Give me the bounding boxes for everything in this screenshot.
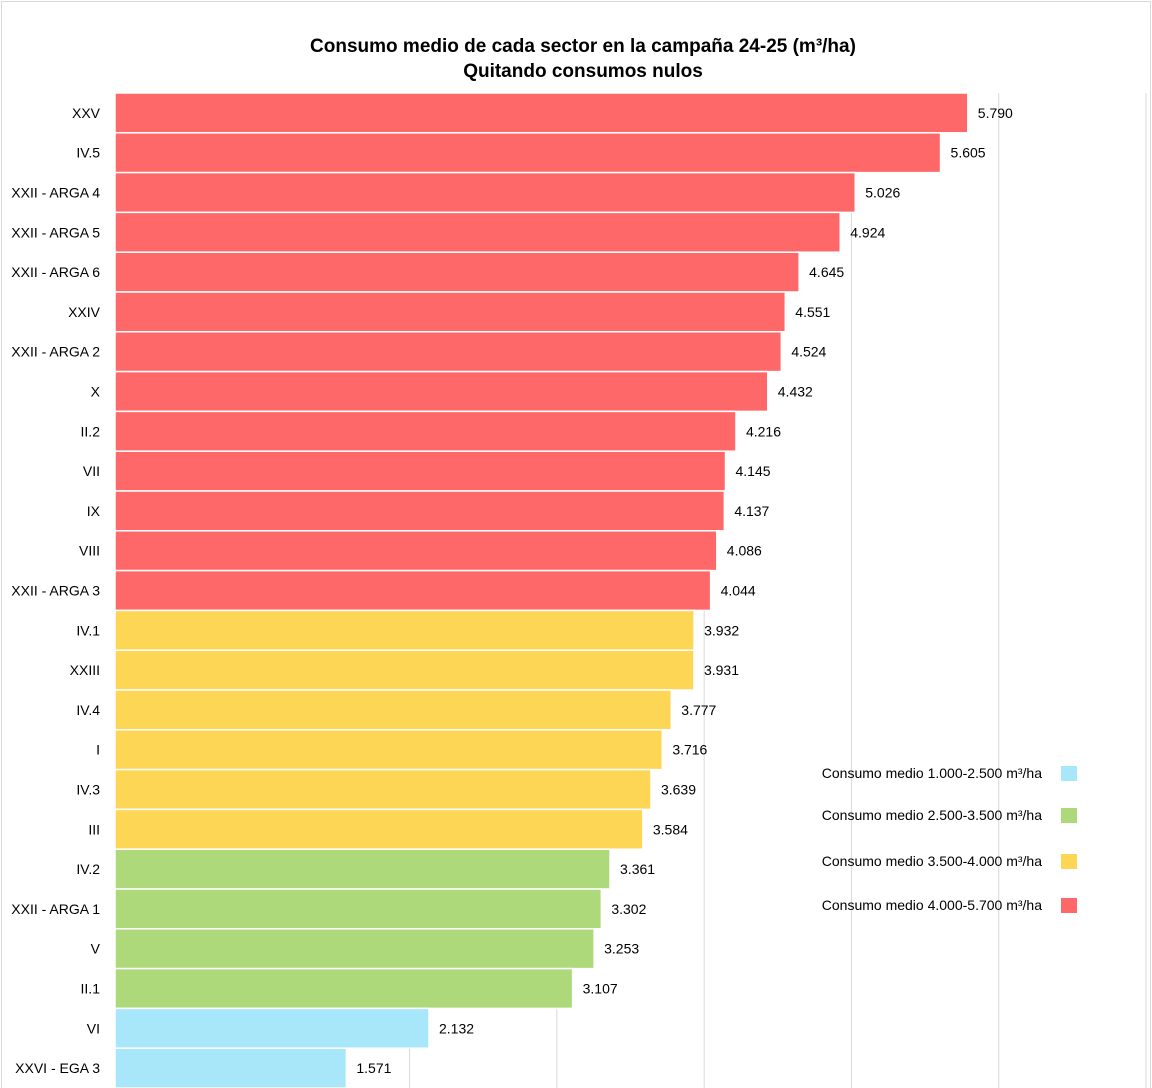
category-label: XXII - ARGA 2 — [11, 344, 100, 360]
bar — [114, 967, 574, 1010]
data-label: 3.361 — [620, 861, 655, 877]
category-label: IV.5 — [76, 145, 100, 161]
data-label: 3.716 — [672, 742, 707, 758]
chart-title: Consumo medio de cada sector en la campa… — [310, 36, 856, 57]
bar — [114, 768, 652, 811]
category-label: V — [91, 941, 101, 957]
category-label: XXIV — [68, 304, 101, 320]
data-label: 4.551 — [795, 304, 830, 320]
bar — [114, 370, 769, 413]
bar — [114, 569, 712, 612]
bar — [114, 132, 942, 174]
category-label: III — [88, 821, 100, 837]
category-label: IV.2 — [76, 861, 100, 877]
category-label: X — [91, 384, 101, 400]
data-label: 3.777 — [681, 702, 716, 718]
category-label: IV.1 — [76, 622, 100, 638]
bar — [114, 171, 857, 214]
category-label: XXV — [72, 105, 101, 121]
data-label: 4.924 — [850, 224, 885, 240]
data-label: 5.026 — [865, 185, 900, 201]
data-label: 4.145 — [735, 463, 770, 479]
legend-swatch — [1061, 766, 1077, 781]
bar — [114, 729, 664, 771]
data-label: 3.107 — [583, 981, 618, 997]
data-label: 5.605 — [951, 145, 986, 161]
bar — [114, 1047, 348, 1088]
legend-swatch — [1061, 854, 1077, 869]
legend-label: Consumo medio 4.000-5.700 m³/ha — [822, 897, 1042, 913]
bar — [114, 649, 695, 691]
bar — [114, 251, 800, 293]
category-label: II.2 — [81, 423, 101, 439]
bar — [114, 410, 737, 452]
category-label: VIII — [79, 543, 100, 559]
data-label: 4.216 — [746, 423, 781, 439]
legend-label: Consumo medio 1.000-2.500 m³/ha — [822, 765, 1042, 781]
data-label: 5.790 — [978, 105, 1013, 121]
bar — [114, 689, 673, 731]
category-label: I — [96, 742, 100, 758]
bar — [114, 848, 611, 890]
bar — [114, 530, 718, 572]
category-label: IV.4 — [76, 702, 100, 718]
data-label: 4.432 — [778, 384, 813, 400]
bar — [114, 92, 969, 134]
data-label: 4.137 — [734, 503, 769, 519]
bar — [114, 450, 727, 492]
category-label: XXIII — [70, 662, 100, 678]
bar — [114, 490, 726, 532]
data-label: 3.253 — [604, 941, 639, 957]
data-labels: 5.790 5.605 5.026 4.924 4.645 4.551 4.524 4.432… — [356, 105, 1013, 1076]
category-label: VI — [87, 1020, 100, 1036]
bar — [114, 609, 695, 651]
category-label: XXII - ARGA 6 — [11, 264, 100, 280]
category-label: XXII - ARGA 1 — [11, 901, 100, 917]
category-label: II.1 — [81, 981, 101, 997]
legend-label: Consumo medio 3.500-4.000 m³/ha — [822, 853, 1042, 869]
data-label: 2.132 — [439, 1020, 474, 1036]
bar — [114, 291, 787, 333]
data-label: 3.302 — [611, 901, 646, 917]
category-label: IX — [87, 503, 101, 519]
category-label: IV.3 — [76, 782, 100, 798]
legend-swatch — [1061, 898, 1077, 913]
data-label: 4.086 — [727, 543, 762, 559]
category-labels: XXV IV.5 XXII - ARGA 4 XXII - ARGA 5 XXII - … — [11, 105, 100, 1076]
data-label: 3.932 — [704, 622, 739, 638]
bar — [114, 808, 644, 850]
chart-subtitle: Quitando consumos nulos — [463, 61, 703, 82]
data-label: 4.645 — [809, 264, 844, 280]
bar — [114, 331, 783, 373]
legend-label: Consumo medio 2.500-3.500 m³/ha — [822, 807, 1042, 823]
data-label: 1.571 — [356, 1060, 391, 1076]
category-label: XXII - ARGA 5 — [11, 224, 100, 240]
data-label: 4.044 — [721, 583, 756, 599]
bar — [114, 1007, 430, 1049]
category-label: VII — [83, 463, 100, 479]
legend-swatch — [1061, 808, 1077, 823]
data-label: 3.639 — [661, 782, 696, 798]
category-label: XXVI - EGA 3 — [15, 1060, 100, 1076]
category-label: XXII - ARGA 4 — [11, 185, 100, 201]
bar — [114, 888, 603, 930]
bar — [114, 928, 595, 970]
data-label: 3.584 — [653, 821, 688, 837]
category-label: XXII - ARGA 3 — [11, 583, 100, 599]
bar — [114, 211, 841, 253]
legend: Consumo medio 1.000-2.500 m³/ha Consumo m… — [822, 765, 1077, 913]
data-label: 4.524 — [791, 344, 826, 360]
bars — [114, 92, 969, 1088]
data-label: 3.931 — [704, 662, 739, 678]
